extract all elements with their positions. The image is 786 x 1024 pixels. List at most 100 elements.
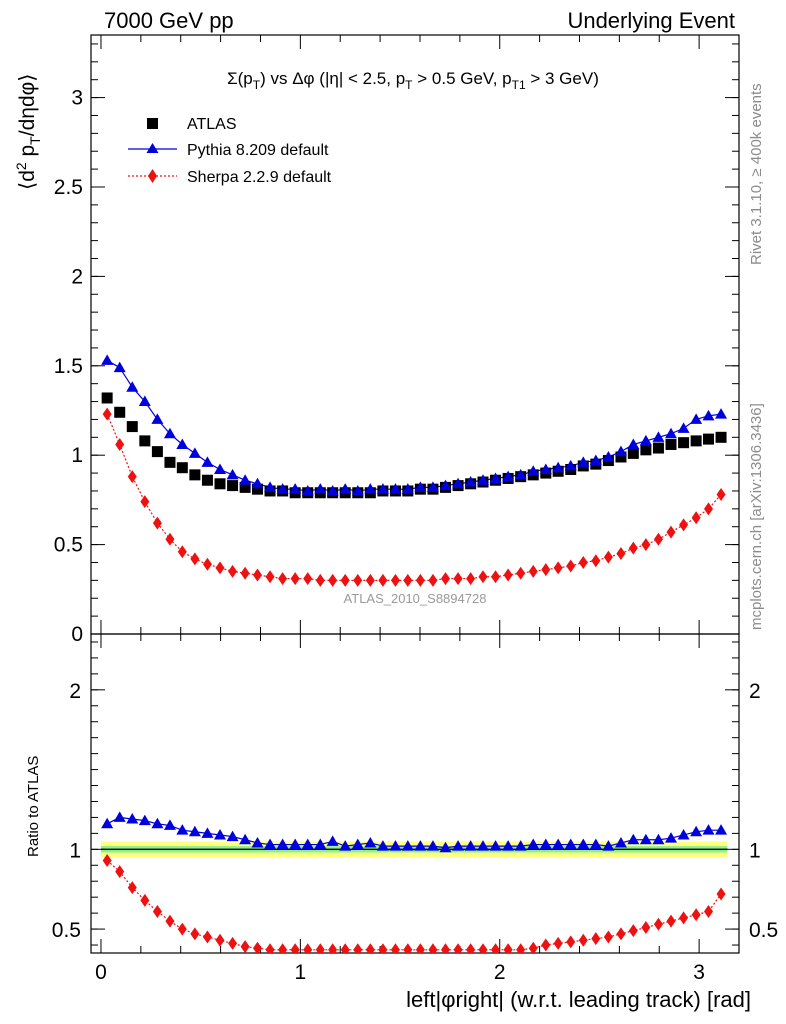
pythia-point [214,463,227,474]
ratio-sherpa-point [328,943,338,953]
ratio-sherpa-line [106,860,722,951]
atlas-point [702,433,714,445]
ratio-y-tick-label: 0.5 [52,919,81,942]
pythia-point [226,468,239,480]
ratio-sherpa-point [353,943,363,953]
pythia-point [201,456,214,467]
x-tick-label: 2 [494,961,506,984]
ratio-y-tick-label-right: 0.5 [749,919,778,942]
atlas-point [114,406,126,418]
sherpa-point [641,538,651,552]
ratio-sherpa-point [152,905,162,919]
ratio-sherpa-point [641,920,651,934]
sherpa-point [491,570,501,584]
sherpa-point [516,566,526,580]
legend: ATLAS Pythia 8.209 default Sherpa 2.2.9 … [128,116,332,186]
legend-label-atlas: ATLAS [187,116,237,133]
ratio-y-tick-label: 2 [69,680,81,703]
ratio-pythia-point [188,825,201,837]
pythia-point [677,422,690,433]
plot-title: Σ(pT) vs Δφ (|η| < 2.5, pT > 0.5 GeV, pT… [227,69,599,92]
ratio-pythia-point [414,840,427,851]
ratio-sherpa-point [202,930,212,944]
sherpa-point [428,573,438,587]
x-tick-label: 3 [693,961,705,984]
ratio-sherpa-point [578,933,588,947]
pythia-point [476,474,489,485]
ratio-pythia-point [401,840,414,851]
sherpa-point [403,573,413,587]
sherpa-point [278,572,288,586]
ratio-sherpa-point [591,932,601,946]
ratio-sherpa-point [628,924,638,938]
sherpa-point [177,545,187,559]
ratio-sherpa-point [340,943,350,953]
ratio-pythia-point [464,840,477,851]
ratio-pythia-point [577,838,590,850]
ratio-pythia-point [264,838,277,850]
ratio-pythia-point [201,827,214,838]
ratio-pythia-point [151,817,164,829]
pythia-point [289,483,302,494]
sherpa-point [591,554,601,568]
ratio-pythia-point [652,833,665,845]
ratio-sherpa-point [228,936,238,950]
sherpa-line [106,413,722,581]
pythia-point [401,483,414,494]
legend-marker-sherpa [148,169,157,183]
sherpa-point [140,495,150,509]
ratio-sherpa-point [378,943,388,953]
sherpa-point [566,559,576,573]
ratio-pythia-point [452,840,465,851]
sherpa-point [353,573,363,587]
sherpa-point [165,532,175,546]
pythia-point [138,395,151,407]
pythia-point [151,413,164,424]
x-tick-label: 0 [95,961,107,984]
pythia-point [464,476,477,487]
sherpa-point [616,547,626,561]
ratio-sherpa-point [115,865,125,879]
ratio-sherpa-point [190,927,200,941]
atlas-point [164,456,176,468]
ratio-pythia-point [552,838,565,850]
pythia-point [577,456,590,467]
ratio-pythia-point [351,838,364,850]
ratio-sherpa-point [127,881,137,895]
sherpa-point [453,572,463,586]
sherpa-point [703,502,713,516]
ratio-sherpa-point [566,935,576,949]
ratio-sherpa-point [215,933,225,947]
sherpa-point [127,470,137,484]
pythia-point [364,483,377,494]
pythia-point [339,483,352,494]
pythia-point [639,434,652,446]
ratio-pythia-point [364,836,377,848]
ratio-pythia-point [214,828,227,840]
ratio-pythia-point [690,825,703,837]
pythia-point [665,427,678,439]
legend-label-sherpa: Sherpa 2.2.9 default [187,169,332,186]
atlas-point [239,481,251,493]
atlas-point [627,447,639,459]
ratio-sherpa-point [403,943,413,953]
main-y-tick-label: 2.5 [54,176,83,199]
ratio-pythia-point [314,838,327,850]
pythia-point [602,450,615,462]
ratio-pythia-point [389,840,402,851]
pythia-point [702,409,715,421]
pythia-point [439,479,452,491]
pythia-point [163,427,176,439]
sherpa-point [415,573,425,587]
ratio-y-tick-label: 1 [69,839,81,862]
pythia-point [239,474,252,485]
atlas-point [665,438,677,450]
sherpa-point [478,570,488,584]
sherpa-point [553,561,563,575]
ratio-pythia-point [514,840,527,851]
ratio-pythia-point [702,824,715,835]
pythia-point [527,465,540,476]
ratio-axis-ticks: 0.5 0.5 1 1 2 2 0 1 2 3 [52,634,778,984]
legend-label-pythia: Pythia 8.209 default [187,142,329,159]
ratio-sherpa-point [691,908,701,922]
